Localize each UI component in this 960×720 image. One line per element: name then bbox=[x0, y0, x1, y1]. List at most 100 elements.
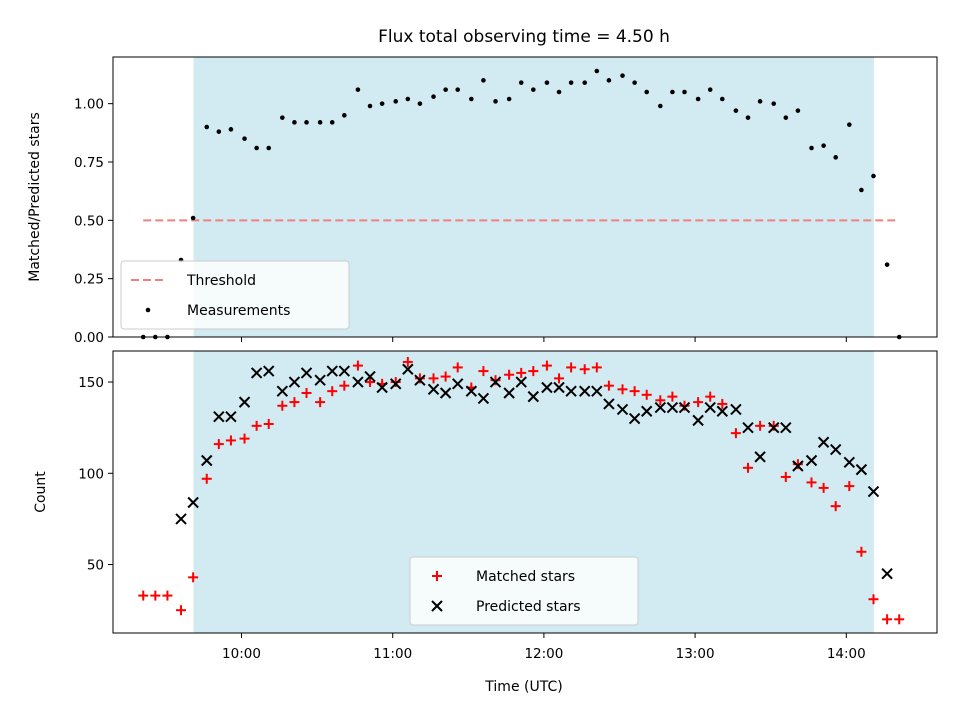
measurement-point bbox=[568, 80, 574, 85]
predicted-star-marker bbox=[742, 421, 754, 434]
predicted-star-marker bbox=[792, 460, 804, 472]
series-predicted-stars bbox=[175, 363, 893, 580]
predicted-star-marker bbox=[390, 378, 402, 390]
matched-star-marker bbox=[541, 360, 552, 371]
matched-star-marker bbox=[251, 420, 262, 431]
predicted-star-marker bbox=[276, 385, 289, 397]
predicted-star-marker bbox=[716, 405, 729, 417]
predicted-star-marker bbox=[541, 381, 553, 394]
panel-count: 50 100 150 10:00 11:00 12:00 13:00 14:00 Matched… bbox=[78, 350, 938, 662]
legend-box bbox=[409, 556, 639, 626]
measurement-point bbox=[771, 101, 777, 106]
measurement-point bbox=[443, 87, 448, 92]
x-tick-label: 11:00 bbox=[373, 646, 412, 662]
measurement-point bbox=[493, 99, 498, 104]
x-axis-label: Time (UTC) bbox=[484, 679, 562, 695]
predicted-star-marker bbox=[527, 390, 540, 403]
matched-star-marker bbox=[414, 373, 425, 384]
predicted-star-marker bbox=[616, 403, 629, 416]
predicted-star-marker bbox=[201, 454, 213, 467]
matched-star-marker bbox=[617, 384, 628, 395]
predicted-star-marker bbox=[654, 401, 667, 414]
predicted-star-marker bbox=[503, 387, 515, 399]
measurement-point bbox=[871, 173, 876, 179]
matched-star-marker bbox=[591, 362, 602, 373]
predicted-star-marker bbox=[489, 376, 502, 388]
measurement-point bbox=[644, 89, 650, 95]
measurement-point bbox=[884, 262, 890, 267]
legend-box bbox=[120, 260, 350, 330]
matched-star-marker bbox=[705, 391, 716, 402]
measurement-point bbox=[531, 87, 536, 92]
predicted-star-marker bbox=[477, 392, 490, 405]
predicted-star-marker bbox=[213, 411, 225, 423]
matched-star-marker bbox=[780, 471, 791, 482]
measurement-point bbox=[582, 80, 588, 85]
predicted-star-marker bbox=[805, 454, 818, 467]
measurement-point bbox=[254, 145, 259, 151]
legend-label: Predicted stars bbox=[476, 599, 581, 615]
measurement-point bbox=[469, 96, 474, 102]
predicted-star-marker bbox=[754, 451, 766, 463]
legend-measurements-swatch bbox=[145, 307, 151, 313]
predicted-star-marker bbox=[666, 401, 679, 414]
measurement-point bbox=[847, 122, 852, 127]
matched-star-marker bbox=[352, 360, 363, 371]
measurement-point bbox=[670, 89, 675, 95]
predicted-star-marker bbox=[843, 456, 856, 469]
matched-star-marker bbox=[806, 477, 817, 488]
predicted-star-marker bbox=[288, 376, 301, 388]
matched-star-marker bbox=[743, 462, 754, 473]
measurement-point bbox=[556, 89, 562, 95]
predicted-star-marker bbox=[515, 376, 527, 388]
measurement-point bbox=[304, 120, 309, 125]
predicted-star-marker bbox=[553, 381, 565, 394]
matched-star-marker bbox=[717, 398, 728, 409]
predicted-star-marker bbox=[641, 405, 653, 417]
measurement-point bbox=[707, 87, 713, 92]
chart-title: Flux total observing time = 4.50 h bbox=[378, 27, 670, 47]
predicted-star-marker bbox=[465, 385, 478, 397]
measurement-point bbox=[733, 108, 739, 113]
matched-star-marker bbox=[641, 389, 652, 400]
matched-star-marker bbox=[755, 420, 766, 431]
measurement-point bbox=[518, 80, 524, 85]
predicted-star-marker bbox=[768, 421, 780, 434]
matched-star-marker bbox=[516, 367, 527, 378]
predicted-star-marker bbox=[402, 363, 414, 375]
predicted-star-marker bbox=[427, 383, 440, 396]
predicted-star-marker bbox=[263, 365, 275, 377]
predicted-star-marker bbox=[364, 370, 376, 383]
matched-star-marker bbox=[201, 473, 212, 484]
measurement-point bbox=[606, 78, 612, 83]
predicted-star-marker bbox=[414, 374, 426, 386]
series-measurements bbox=[140, 68, 902, 340]
matched-star-marker bbox=[402, 356, 413, 367]
matched-star-marker bbox=[225, 435, 236, 446]
measurement-point bbox=[355, 87, 361, 92]
measurement-point bbox=[757, 99, 763, 104]
measurement-point bbox=[292, 120, 297, 125]
measurement-point bbox=[682, 89, 687, 95]
matched-star-marker bbox=[452, 362, 463, 373]
measurement-point bbox=[342, 113, 347, 118]
matched-star-marker bbox=[882, 614, 893, 625]
measurement-point bbox=[658, 103, 663, 109]
measurement-point bbox=[242, 136, 247, 141]
matched-star-marker bbox=[818, 482, 829, 493]
predicted-star-marker bbox=[780, 421, 792, 434]
matched-star-marker bbox=[188, 572, 199, 583]
matched-star-marker bbox=[432, 571, 442, 581]
predicted-star-marker bbox=[338, 365, 351, 377]
matched-star-marker bbox=[566, 362, 577, 373]
matched-star-marker bbox=[844, 481, 855, 492]
measurement-point bbox=[329, 120, 335, 125]
matched-star-marker bbox=[150, 590, 161, 601]
legend-label: Measurements bbox=[187, 303, 290, 319]
predicted-star-marker bbox=[829, 443, 842, 456]
measurement-point bbox=[632, 80, 637, 85]
measurement-point bbox=[821, 143, 826, 148]
matched-star-marker bbox=[176, 605, 187, 616]
matched-star-marker bbox=[213, 439, 224, 450]
measurement-point bbox=[393, 99, 399, 104]
